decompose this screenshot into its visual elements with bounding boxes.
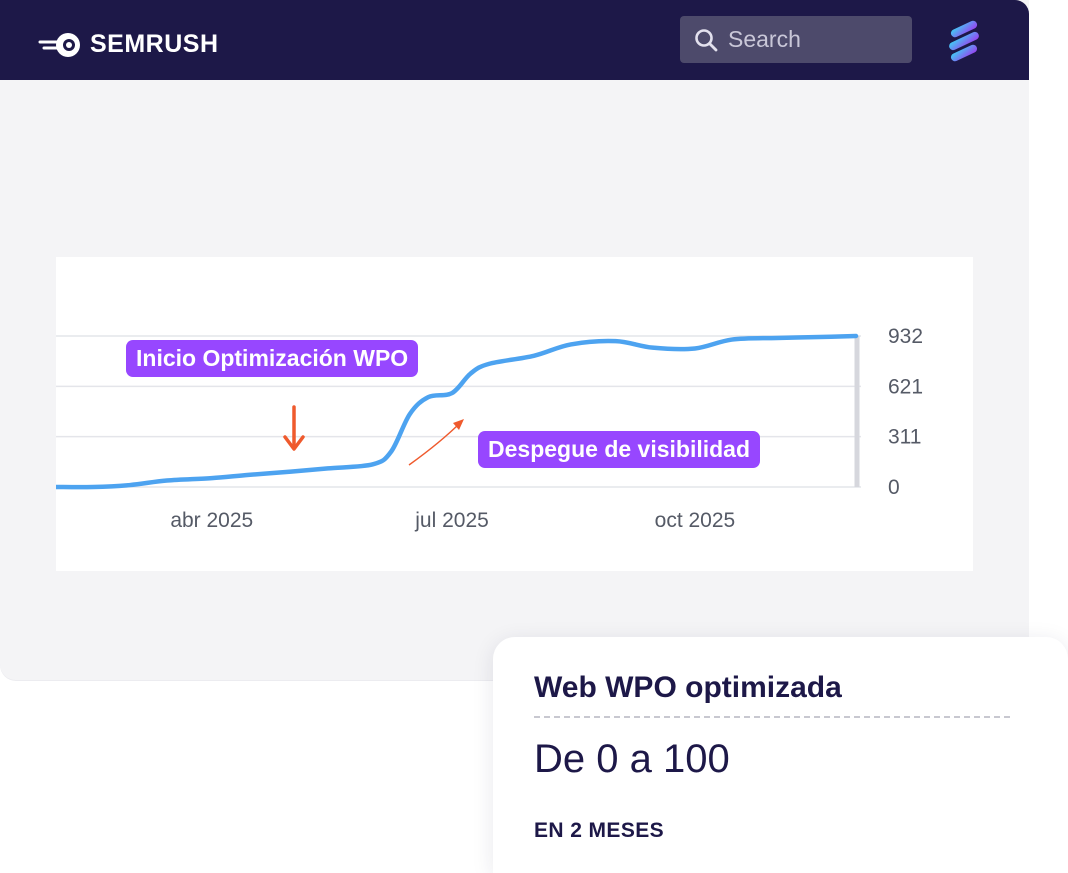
search-input[interactable]: [728, 26, 898, 53]
layers-icon[interactable]: [942, 20, 986, 64]
divider: [534, 716, 1010, 718]
up-arrow-icon: [408, 421, 462, 466]
y-tick-label: 621: [888, 375, 923, 398]
result-card: Web WPO optimizada De 0 a 100 EN 2 MESES: [493, 637, 1068, 873]
chart-annotation-takeoff: Despegue de visibilidad: [478, 431, 761, 468]
result-value: De 0 a 100: [534, 737, 730, 781]
chart-annotation-start: Inicio Optimización WPO: [126, 340, 419, 377]
down-arrow-head-icon: [283, 435, 305, 451]
result-subtitle: EN 2 MESES: [534, 819, 665, 842]
brand-logo[interactable]: SEMRUSH: [38, 28, 219, 60]
x-tick-label: abr 2025: [170, 509, 253, 532]
semrush-fire-logo-icon: [38, 33, 80, 57]
chart-canvas: 932 621 311 0 abr 2025 jul 2025 oct 2025: [56, 325, 923, 532]
top-navigation-bar: SEMRUSH: [0, 0, 1029, 80]
y-tick-label: 311: [888, 426, 921, 449]
series-line: [56, 333, 859, 490]
x-tick-label: jul 2025: [414, 509, 489, 532]
visibility-chart: 932 621 311 0 abr 2025 jul 2025 oct 2025 Inic…: [56, 257, 973, 571]
up-arrow-head-icon: [453, 419, 464, 430]
y-tick-label: 932: [888, 325, 923, 348]
x-tick-label: oct 2025: [655, 509, 736, 532]
result-title: Web WPO optimizada: [534, 671, 842, 704]
search-box[interactable]: [680, 16, 912, 63]
brand-name: SEMRUSH: [90, 30, 219, 58]
y-tick-label: 0: [888, 476, 900, 499]
search-icon: [695, 28, 718, 51]
